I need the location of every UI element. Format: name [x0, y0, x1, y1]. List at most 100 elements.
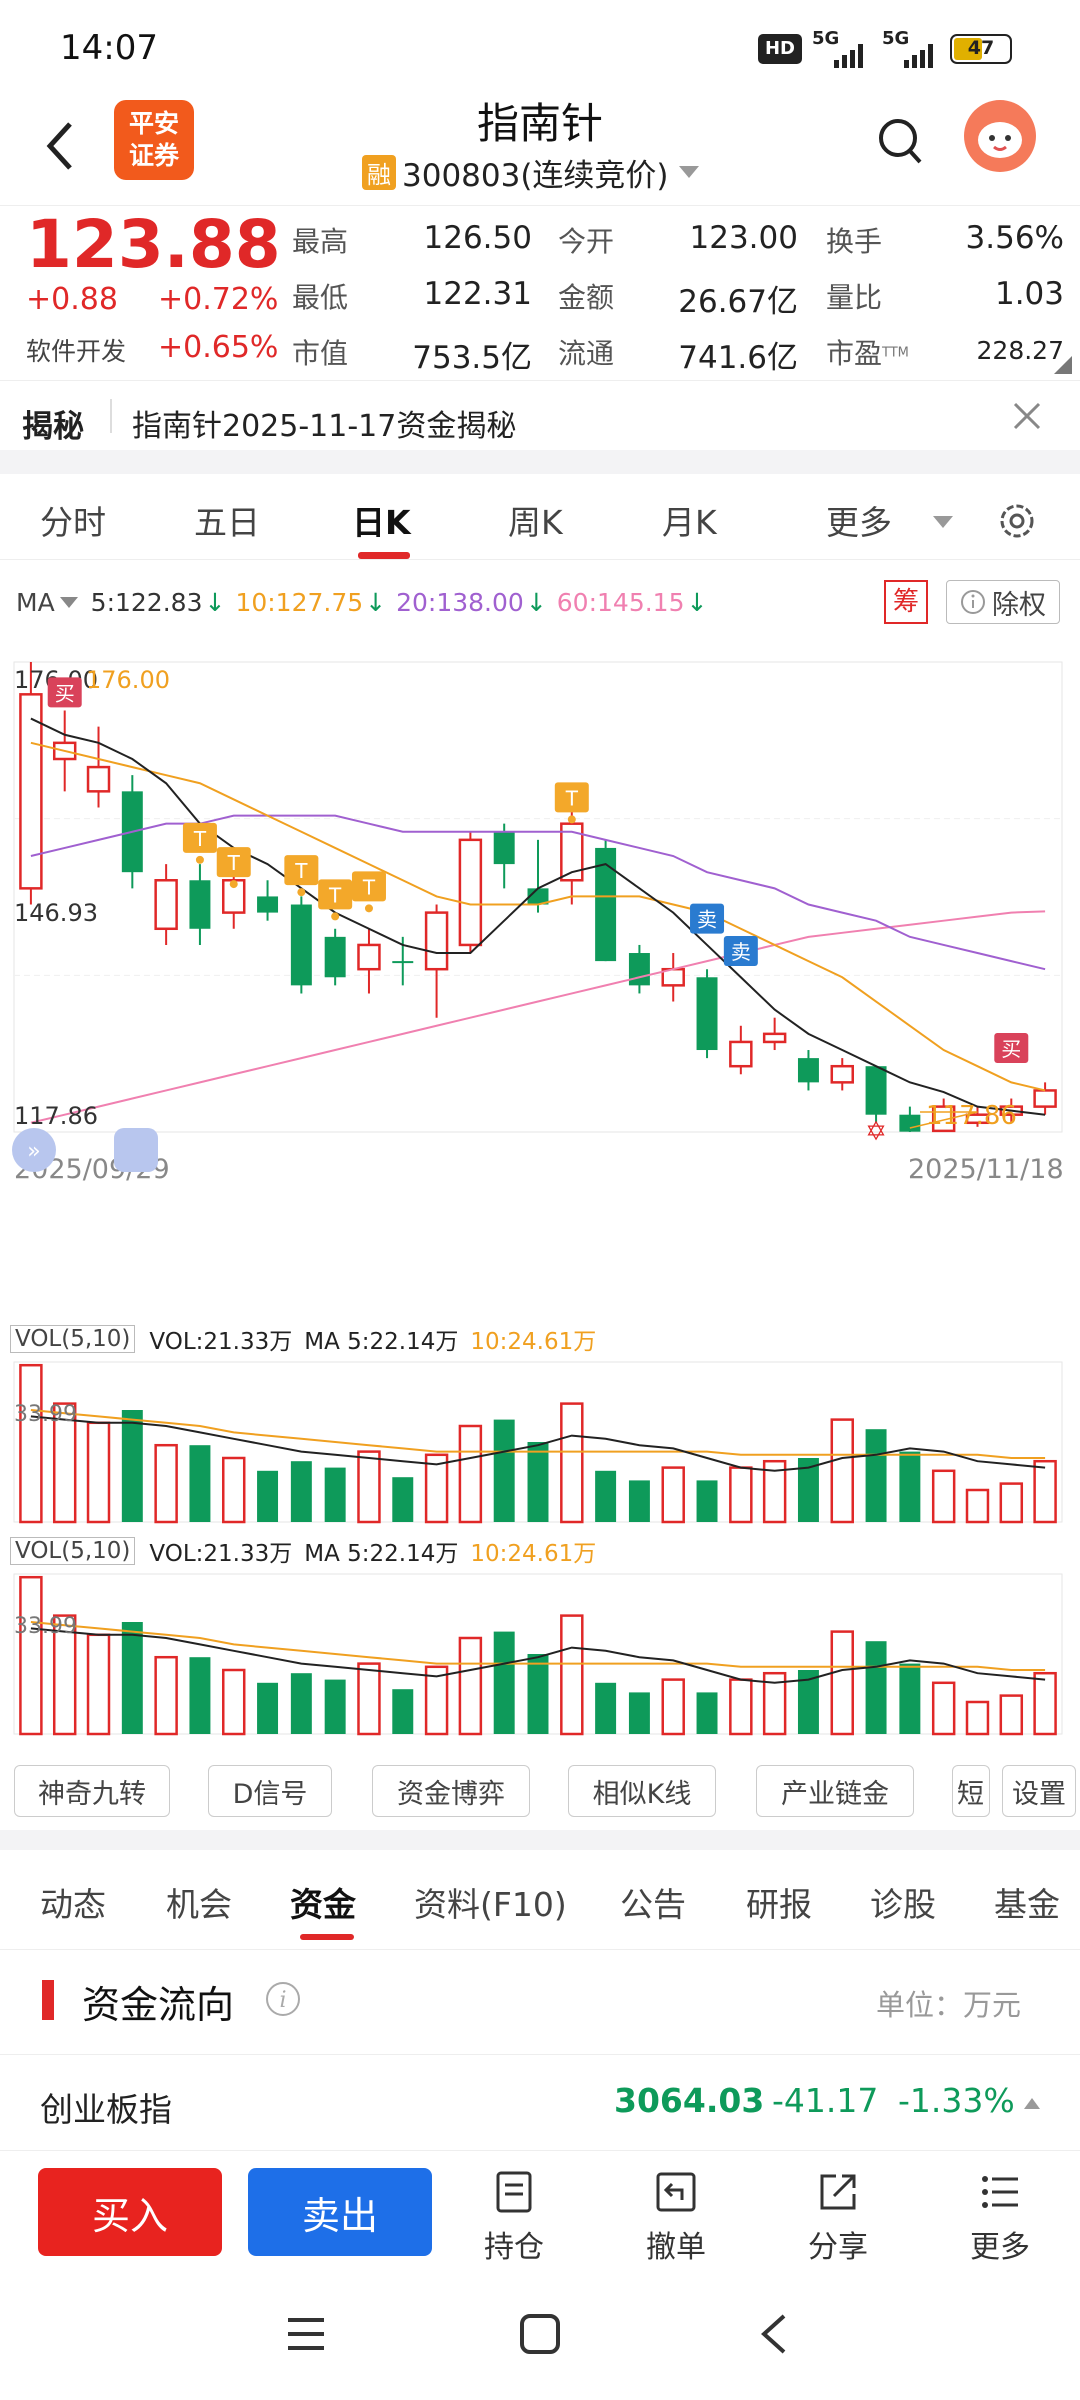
down-arrow-icon: ↓: [204, 588, 226, 617]
index-row[interactable]: 创业板指 3064.03 -41.17 -1.33%: [0, 2055, 1080, 2150]
search-icon[interactable]: [874, 114, 926, 170]
sector-name[interactable]: 软件开发: [26, 337, 127, 366]
volume-bar: [999, 1482, 1024, 1524]
min-price-marker: 117.86: [926, 1101, 1017, 1131]
expand-corner-icon[interactable]: [1054, 356, 1072, 374]
vol-legend[interactable]: VOL(5,10) VOL:21.33万 MA 5:22.14万 10:24.6…: [10, 1322, 596, 1356]
tab-daily-k[interactable]: 日K: [352, 503, 411, 542]
cancel-order-button[interactable]: 撤单: [606, 2170, 746, 2266]
ma20-value: 20:138.00: [396, 588, 524, 617]
chip-fund-game[interactable]: 资金博弈: [372, 1765, 530, 1817]
tab-announcements[interactable]: 公告: [620, 1885, 686, 1924]
vol-value: VOL:21.33万: [149, 1541, 293, 1567]
candle-body: [458, 838, 483, 947]
candle: [357, 928, 381, 994]
kline-chart[interactable]: 176.00176.00146.93117.86117.862025/09/29…: [0, 632, 1080, 1192]
back-icon[interactable]: [756, 2312, 792, 2356]
tab-f10[interactable]: 资料(F10): [414, 1885, 567, 1924]
hd-icon: HD: [758, 34, 802, 64]
volume-bar: [1033, 1459, 1057, 1524]
fullscreen-icon: [114, 1128, 158, 1172]
clock: 14:07: [60, 28, 158, 68]
t-signal-5: T: [565, 786, 579, 810]
volume-bar: [257, 1682, 279, 1734]
chip-short[interactable]: 短: [952, 1765, 990, 1817]
reveal-text[interactable]: 指南针2025-11-17资金揭秘: [132, 409, 517, 444]
tab-five-day[interactable]: 五日: [194, 503, 260, 542]
volume-bar: [865, 1429, 887, 1522]
volume-bar: [290, 1673, 312, 1734]
tab-intraday[interactable]: 分时: [40, 503, 106, 542]
candle-body: [696, 977, 718, 1051]
chip-nine-turns[interactable]: 神奇九转: [14, 1765, 170, 1817]
field-label: 最低: [292, 281, 349, 314]
vol-legend-2[interactable]: VOL(5,10) VOL:21.33万 MA 5:22.14万 10:24.6…: [10, 1534, 596, 1568]
volume-bar: [628, 1480, 650, 1522]
sell-button[interactable]: 卖出: [248, 2168, 432, 2256]
caret-down-icon: [59, 596, 78, 608]
tab-more[interactable]: 更多: [826, 503, 892, 542]
broker-logo-line2: 证券: [128, 141, 179, 170]
stock-code-selector[interactable]: 融 300803(连续竞价): [362, 152, 703, 194]
stock-name: 指南针: [476, 99, 603, 148]
reveal-bar[interactable]: 揭秘 指南针2025-11-17资金揭秘: [0, 380, 1080, 450]
candle-body: [86, 765, 111, 793]
volume-bar: [865, 1641, 887, 1734]
volume-bar: [931, 1469, 956, 1524]
vol-axis-label: 33.99: [14, 1614, 77, 1639]
field-value: 753.5亿: [412, 340, 532, 376]
t-signal-dot: [229, 880, 238, 889]
volume-bar: [560, 1402, 584, 1524]
tab-funds[interactable]: 资金: [290, 1885, 356, 1924]
chip-d-signal[interactable]: D信号: [208, 1765, 332, 1817]
net-5g-label: 5G: [812, 28, 840, 49]
hold-button[interactable]: 持仓: [444, 2170, 584, 2266]
tab-diagnose[interactable]: 诊股: [870, 1885, 936, 1924]
vol-selector[interactable]: VOL(5,10): [10, 1537, 136, 1565]
tab-news[interactable]: 动态: [40, 1885, 106, 1924]
volume-chart-2[interactable]: 33.99: [0, 1568, 1080, 1744]
t-signal-3-bg: [318, 879, 353, 910]
chip-similar-k[interactable]: 相似K线: [568, 1765, 716, 1817]
volume-bar: [999, 1694, 1024, 1736]
candle: [661, 953, 685, 1002]
close-icon[interactable]: [1012, 401, 1042, 431]
tab-weekly-k[interactable]: 周K: [508, 503, 563, 542]
volume-bar: [696, 1480, 718, 1522]
volume-chart[interactable]: 33.99: [0, 1356, 1080, 1532]
gear-icon[interactable]: [996, 500, 1038, 542]
broker-logo[interactable]: 平安 证券: [114, 100, 194, 180]
more-button[interactable]: 更多: [930, 2170, 1070, 2266]
volume-bar: [121, 1410, 143, 1522]
field-value: 126.50: [423, 220, 532, 256]
field-low: 最低 122.31: [292, 276, 532, 316]
tab-research[interactable]: 研报: [746, 1885, 812, 1924]
candle-body: [595, 847, 617, 962]
vol-selector[interactable]: VOL(5,10): [10, 1325, 136, 1353]
ma-legend[interactable]: MA 5:122.83 ↓ 10:127.75 ↓ 20:138.00 ↓ 60:14…: [16, 588, 707, 617]
tab-monthly-k[interactable]: 月K: [662, 503, 717, 542]
info-icon[interactable]: i: [264, 1980, 302, 2018]
volume-bar: [899, 1451, 921, 1522]
field-label: 金额: [558, 281, 615, 314]
tab-fund[interactable]: 基金: [994, 1885, 1060, 1924]
volume-bar: [830, 1418, 854, 1524]
back-arrow-icon[interactable]: [42, 118, 78, 174]
chips-button[interactable]: 筹: [884, 580, 928, 624]
expand-left-icon: [12, 1128, 56, 1172]
home-icon[interactable]: [518, 2312, 562, 2356]
menu-icon[interactable]: [284, 2314, 328, 2354]
avatar[interactable]: [964, 100, 1036, 172]
undo-icon: [656, 2172, 696, 2212]
candle: [595, 839, 617, 962]
share-button[interactable]: 分享: [768, 2170, 908, 2266]
caret-up-icon[interactable]: [1022, 2095, 1042, 2111]
down-arrow-icon: ↓: [365, 588, 387, 617]
rong-badge: 融: [362, 154, 396, 190]
field-label: 换手: [826, 225, 883, 258]
chip-settings[interactable]: 设置: [1002, 1765, 1076, 1817]
chip-industry-chain[interactable]: 产业链金: [756, 1765, 914, 1817]
buy-button[interactable]: 买入: [38, 2168, 222, 2256]
ex-rights-button[interactable]: 除权: [946, 580, 1060, 624]
tab-opportunity[interactable]: 机会: [166, 1885, 232, 1924]
